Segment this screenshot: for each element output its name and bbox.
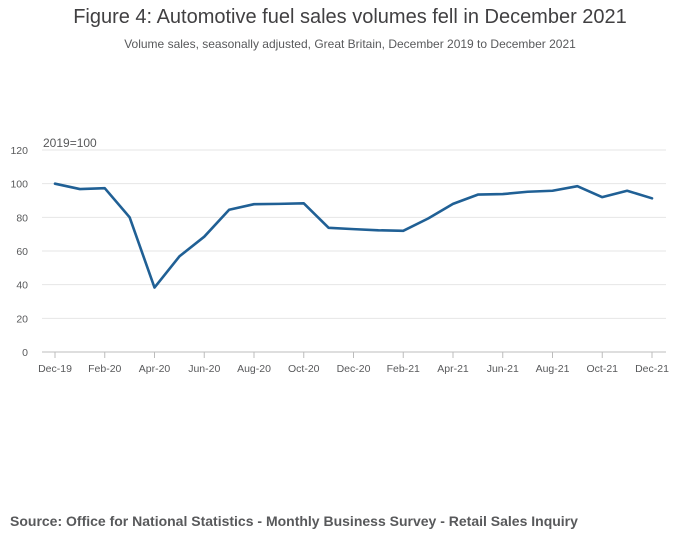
x-tick-label: Dec-20 (337, 363, 371, 375)
x-tick-label: Dec-19 (38, 363, 72, 375)
x-tick-label: Dec-21 (635, 363, 669, 375)
y-tick-label: 100 (10, 179, 28, 191)
chart-title: Figure 4: Automotive fuel sales volumes … (73, 6, 627, 28)
x-tick-label: Oct-21 (586, 363, 618, 375)
x-tick-label: Aug-20 (237, 363, 271, 375)
x-axis (42, 351, 666, 358)
y-tick-label: 40 (16, 280, 28, 292)
x-tick-label: Apr-21 (437, 363, 469, 375)
y-tick-label: 60 (16, 246, 28, 258)
y-tick-label: 120 (10, 145, 28, 157)
unit-label: 2019=100 (43, 136, 97, 150)
x-tick-label: Aug-21 (536, 363, 570, 375)
x-tick-label: Oct-20 (288, 363, 320, 375)
series-layer (53, 182, 654, 289)
y-tick-label: 20 (16, 313, 28, 325)
chart-subtitle: Volume sales, seasonally adjusted, Great… (124, 37, 576, 51)
source-note: Source: Office for National Statistics -… (10, 513, 578, 529)
x-tick-label: Feb-20 (88, 363, 121, 375)
y-tick-label: 0 (22, 347, 28, 359)
x-tick-label: Feb-21 (387, 363, 420, 375)
x-axis-labels: Dec-19 Feb-20 Apr-20 Jun-20 Aug-20 Oct-20 Dec-… (38, 363, 669, 375)
gridlines (42, 149, 666, 319)
x-tick-label: Jun-21 (487, 363, 519, 375)
y-axis: 0 20 40 60 80 100 120 (10, 145, 28, 359)
x-tick-label: Apr-20 (139, 363, 171, 375)
y-tick-label: 80 (16, 212, 28, 224)
x-tick-label: Jun-20 (188, 363, 220, 375)
series-line-0 (53, 182, 654, 289)
